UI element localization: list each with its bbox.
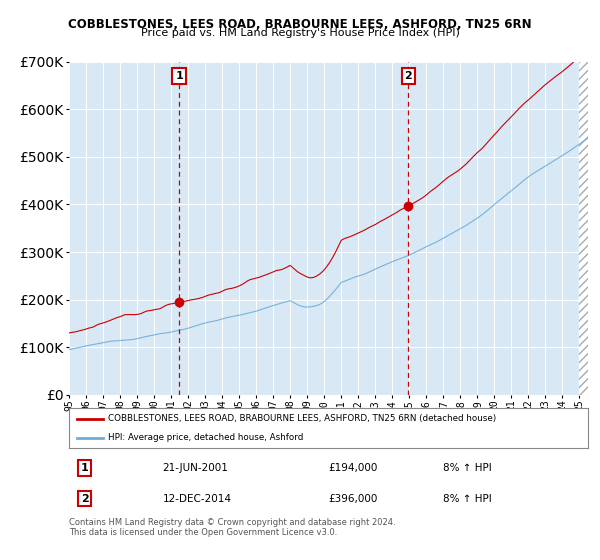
- Text: 2: 2: [80, 494, 88, 503]
- Text: Contains HM Land Registry data © Crown copyright and database right 2024.
This d: Contains HM Land Registry data © Crown c…: [69, 518, 395, 538]
- Text: 8% ↑ HPI: 8% ↑ HPI: [443, 494, 491, 503]
- Text: 12-DEC-2014: 12-DEC-2014: [163, 494, 232, 503]
- Text: Price paid vs. HM Land Registry's House Price Index (HPI): Price paid vs. HM Land Registry's House …: [140, 28, 460, 38]
- Text: COBBLESTONES, LEES ROAD, BRABOURNE LEES, ASHFORD, TN25 6RN: COBBLESTONES, LEES ROAD, BRABOURNE LEES,…: [68, 18, 532, 31]
- Text: £194,000: £194,000: [329, 463, 378, 473]
- Text: HPI: Average price, detached house, Ashford: HPI: Average price, detached house, Ashf…: [108, 433, 304, 442]
- Text: 1: 1: [175, 71, 183, 81]
- Text: 2: 2: [404, 71, 412, 81]
- Bar: [580, 62, 588, 395]
- Text: 1: 1: [80, 463, 88, 473]
- Text: £396,000: £396,000: [329, 494, 378, 503]
- Text: COBBLESTONES, LEES ROAD, BRABOURNE LEES, ASHFORD, TN25 6RN (detached house): COBBLESTONES, LEES ROAD, BRABOURNE LEES,…: [108, 414, 496, 423]
- Text: 8% ↑ HPI: 8% ↑ HPI: [443, 463, 491, 473]
- Text: 21-JUN-2001: 21-JUN-2001: [163, 463, 228, 473]
